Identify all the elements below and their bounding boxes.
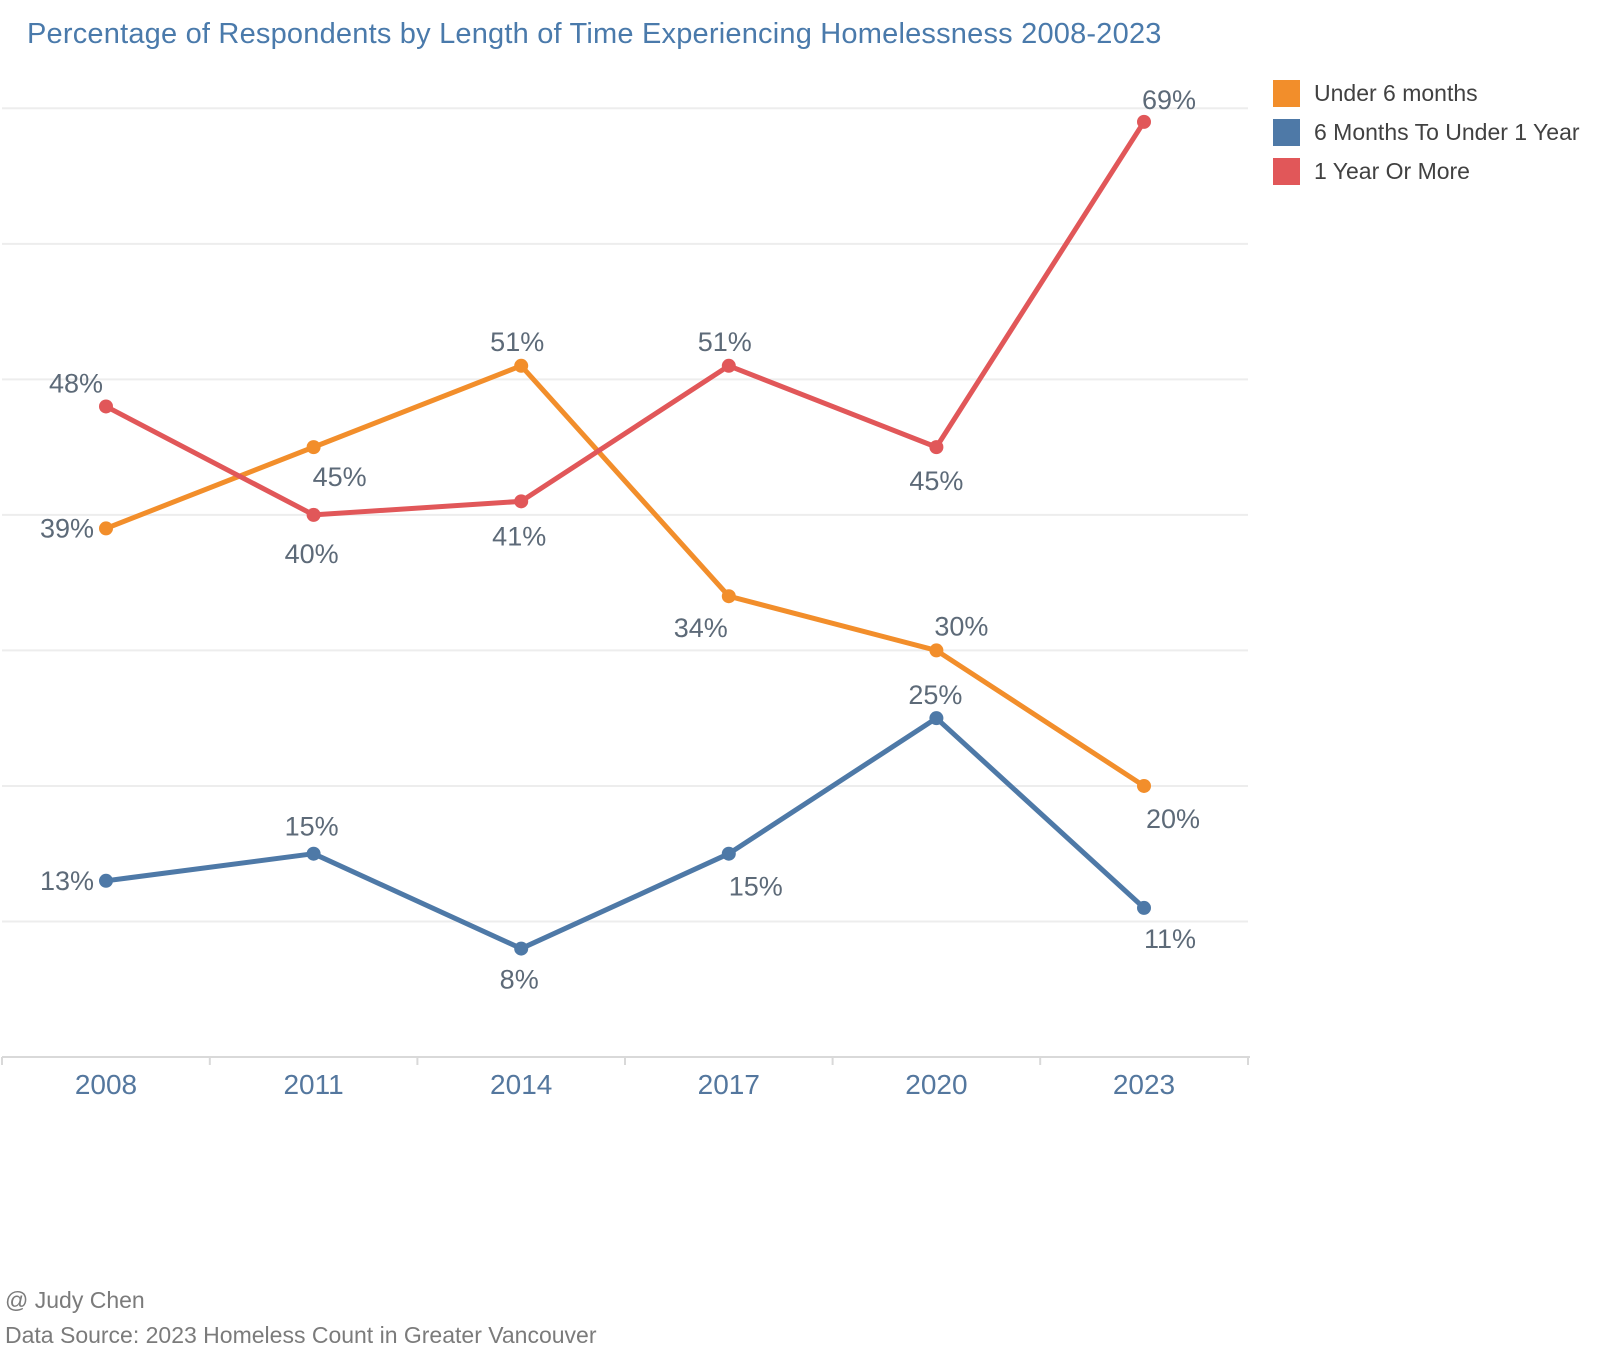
legend-label: 1 Year Or More xyxy=(1314,158,1470,184)
x-axis-label: 2011 xyxy=(283,1069,343,1100)
data-point-label-under-6-months: 39% xyxy=(40,513,94,543)
legend-item-1-year-or-more[interactable]: 1 Year Or More xyxy=(1273,158,1580,185)
data-point-marker-6-months-to-under-1-year[interactable] xyxy=(721,846,736,861)
x-axis-label: 2008 xyxy=(75,1069,137,1100)
data-point-marker-6-months-to-under-1-year[interactable] xyxy=(306,846,321,861)
legend-swatch-red xyxy=(1273,158,1300,185)
data-point-label-6-months-to-under-1-year: 15% xyxy=(285,812,339,842)
data-point-marker-1-year-or-more[interactable] xyxy=(99,399,113,414)
data-point-label-1-year-or-more: 41% xyxy=(492,521,546,551)
data-point-label-6-months-to-under-1-year: 11% xyxy=(1144,924,1196,954)
data-point-marker-1-year-or-more[interactable] xyxy=(306,507,321,522)
series-line-under-6-months xyxy=(103,363,1147,789)
data-point-marker-under-6-months[interactable] xyxy=(721,589,736,604)
data-point-label-6-months-to-under-1-year: 8% xyxy=(500,965,539,995)
data-point-label-6-months-to-under-1-year: 25% xyxy=(908,680,962,710)
data-point-marker-6-months-to-under-1-year[interactable] xyxy=(929,711,944,726)
series-line-1-year-or-more xyxy=(103,119,1147,518)
data-point-marker-under-6-months[interactable] xyxy=(1137,778,1151,793)
data-point-label-1-year-or-more: 69% xyxy=(1142,85,1196,115)
footer-credit: @ Judy Chen xyxy=(5,1287,145,1313)
legend-item-6-months-to-under-1-year[interactable]: 6 Months To Under 1 Year xyxy=(1273,119,1580,146)
data-point-marker-under-6-months[interactable] xyxy=(306,440,321,455)
data-point-label-1-year-or-more: 48% xyxy=(49,368,103,398)
data-point-label-1-year-or-more: 40% xyxy=(285,539,339,569)
data-point-marker-under-6-months[interactable] xyxy=(99,521,113,536)
footer: @ Judy Chen Data Source: 2023 Homeless C… xyxy=(5,1283,597,1350)
chart-title: Percentage of Respondents by Length of T… xyxy=(27,18,1162,50)
data-point-marker-6-months-to-under-1-year[interactable] xyxy=(1137,900,1151,915)
data-point-marker-6-months-to-under-1-year[interactable] xyxy=(514,941,529,956)
footer-source: Data Source: 2023 Homeless Count in Grea… xyxy=(5,1322,597,1348)
x-axis-label: 2023 xyxy=(1113,1069,1175,1100)
data-point-label-under-6-months: 20% xyxy=(1146,804,1200,834)
legend-swatch-orange xyxy=(1273,80,1300,107)
data-point-marker-6-months-to-under-1-year[interactable] xyxy=(99,873,113,888)
data-point-label-under-6-months: 51% xyxy=(490,327,544,357)
data-point-marker-1-year-or-more[interactable] xyxy=(1137,114,1151,129)
data-point-label-under-6-months: 45% xyxy=(313,462,367,492)
data-point-label-under-6-months: 30% xyxy=(934,611,988,641)
data-point-marker-1-year-or-more[interactable] xyxy=(929,440,944,455)
legend-item-under-6-months[interactable]: Under 6 months xyxy=(1273,80,1580,107)
x-axis-label: 2020 xyxy=(905,1069,967,1100)
data-point-label-6-months-to-under-1-year: 15% xyxy=(729,872,783,902)
x-axis-label: 2014 xyxy=(490,1069,552,1100)
data-point-label-1-year-or-more: 45% xyxy=(909,466,963,496)
legend-label: 6 Months To Under 1 Year xyxy=(1314,119,1580,145)
legend: Under 6 months 6 Months To Under 1 Year … xyxy=(1273,80,1580,185)
data-point-marker-1-year-or-more[interactable] xyxy=(514,494,529,509)
data-point-marker-1-year-or-more[interactable] xyxy=(721,358,736,373)
legend-label: Under 6 months xyxy=(1314,80,1478,106)
legend-swatch-blue xyxy=(1273,119,1300,146)
data-point-marker-under-6-months[interactable] xyxy=(514,358,529,373)
data-point-label-6-months-to-under-1-year: 13% xyxy=(40,866,94,896)
data-point-label-1-year-or-more: 51% xyxy=(698,327,752,357)
data-point-label-under-6-months: 34% xyxy=(674,613,728,643)
x-axis-label: 2017 xyxy=(698,1069,760,1100)
data-point-marker-under-6-months[interactable] xyxy=(929,643,944,658)
series-line-6-months-to-under-1-year xyxy=(103,715,1147,952)
